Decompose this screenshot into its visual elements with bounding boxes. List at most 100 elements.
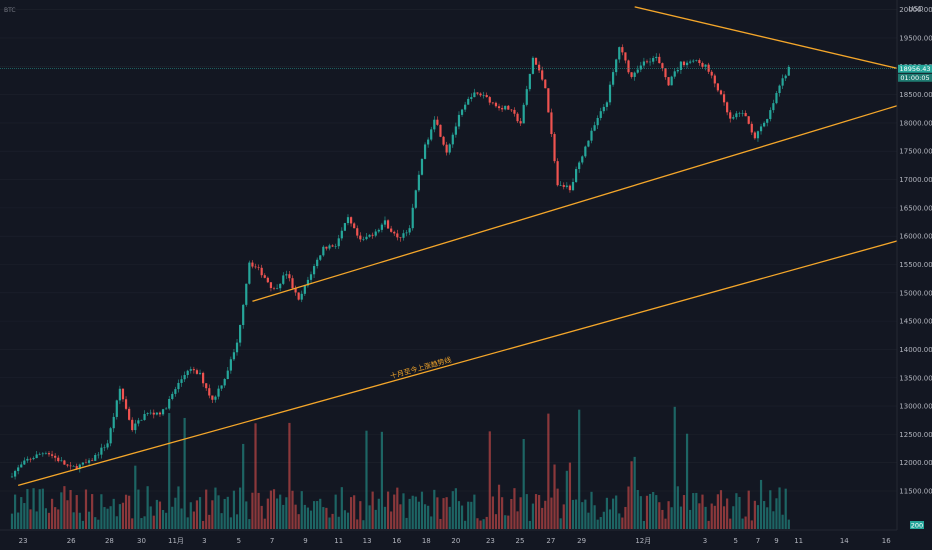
volume-bar — [285, 497, 288, 529]
candle — [81, 462, 84, 467]
volume-bar — [457, 501, 461, 529]
volume-bar — [698, 503, 701, 529]
candle — [13, 469, 17, 480]
time-tick-label: 5 — [734, 537, 738, 545]
trendline-upper-support[interactable] — [252, 96, 925, 302]
candle — [599, 107, 602, 121]
time-scale-background[interactable] — [0, 530, 932, 550]
volume-bar — [430, 516, 433, 529]
volume-bar — [72, 512, 75, 529]
volume-bar — [436, 497, 439, 529]
volume-bar — [642, 520, 646, 529]
volume-bar — [343, 510, 347, 529]
candle — [411, 203, 414, 231]
candle — [171, 391, 174, 401]
time-tick-label: 20 — [451, 537, 460, 545]
volume-bar — [639, 496, 642, 529]
price-tick-label: 13500.00 — [899, 374, 932, 382]
candle — [479, 92, 482, 97]
candle — [115, 399, 118, 420]
volume-bar — [605, 497, 609, 529]
candle — [664, 68, 667, 80]
candle — [229, 356, 232, 374]
volume-bar — [121, 502, 125, 529]
volume-bar — [405, 517, 408, 529]
volume-bar — [374, 509, 377, 529]
volume-bar — [550, 497, 553, 529]
volume-bar — [383, 506, 387, 529]
candle — [23, 457, 26, 465]
time-tick-label: 7 — [756, 537, 760, 545]
volume-bar — [186, 517, 189, 529]
candle — [399, 237, 402, 242]
candle — [445, 141, 448, 156]
volume-bar — [420, 491, 424, 529]
volume-bar — [516, 511, 519, 529]
volume-bar — [719, 490, 723, 529]
candle — [497, 103, 501, 111]
candle — [436, 116, 439, 126]
candle — [621, 44, 624, 56]
trendline-lower-support[interactable] — [17, 232, 925, 486]
candle — [525, 85, 528, 107]
candle — [732, 114, 735, 120]
price-tick-label: 15000.00 — [899, 289, 932, 297]
volume-bar — [84, 489, 88, 529]
volume-bar — [451, 491, 454, 529]
candle — [504, 105, 507, 111]
price-scale-background[interactable] — [897, 0, 932, 530]
volume-bar — [467, 501, 470, 529]
candle — [340, 227, 343, 241]
volume-bar — [171, 506, 174, 529]
candle — [624, 52, 627, 64]
volume-bar — [245, 501, 248, 529]
volume-bar — [229, 517, 232, 529]
volume-bar — [787, 519, 790, 529]
candle — [423, 142, 427, 160]
candle — [300, 290, 303, 303]
candle — [759, 123, 763, 135]
volume-bar — [448, 506, 451, 529]
volume-bar — [676, 486, 679, 529]
candle — [467, 96, 470, 105]
candle — [775, 90, 778, 105]
candle — [661, 62, 664, 72]
volume-bar — [574, 499, 578, 529]
volume-bar — [581, 502, 584, 529]
volume-bar — [152, 515, 155, 529]
candle — [482, 91, 485, 99]
volume-bar — [685, 433, 689, 529]
volume-bar — [232, 490, 236, 529]
volume-bar — [91, 494, 94, 529]
candle — [272, 286, 276, 291]
volume-bar — [547, 413, 550, 529]
candle — [784, 74, 787, 82]
candle — [476, 92, 479, 96]
trendline-descending-resistance[interactable] — [634, 6, 925, 76]
candle — [679, 61, 683, 74]
volume-bar — [13, 494, 17, 529]
candle — [131, 417, 134, 432]
candle — [189, 366, 192, 374]
candle — [442, 135, 445, 147]
candle — [593, 121, 596, 132]
candle — [741, 110, 744, 117]
candle — [602, 103, 605, 114]
volume-bar — [254, 423, 257, 529]
time-axis[interactable]: 23 26 28 30 11月 3 5 7 9 11 13 16 18 20 23 25 27 29 12月 3 5 7 9… — [19, 537, 892, 545]
time-tick-label: 13 — [363, 537, 372, 545]
volume-bar — [618, 513, 621, 529]
volume-bar — [652, 491, 655, 529]
volume-bar — [534, 494, 538, 529]
volume-bar — [624, 506, 627, 529]
candle — [390, 225, 393, 233]
candle — [362, 236, 365, 242]
candle — [297, 292, 300, 301]
candle — [266, 276, 269, 284]
price-tick-label: 14500.00 — [899, 318, 932, 326]
candle — [501, 105, 504, 113]
volume-bar — [149, 506, 152, 529]
volume-bar — [300, 491, 303, 529]
candle — [353, 222, 356, 229]
